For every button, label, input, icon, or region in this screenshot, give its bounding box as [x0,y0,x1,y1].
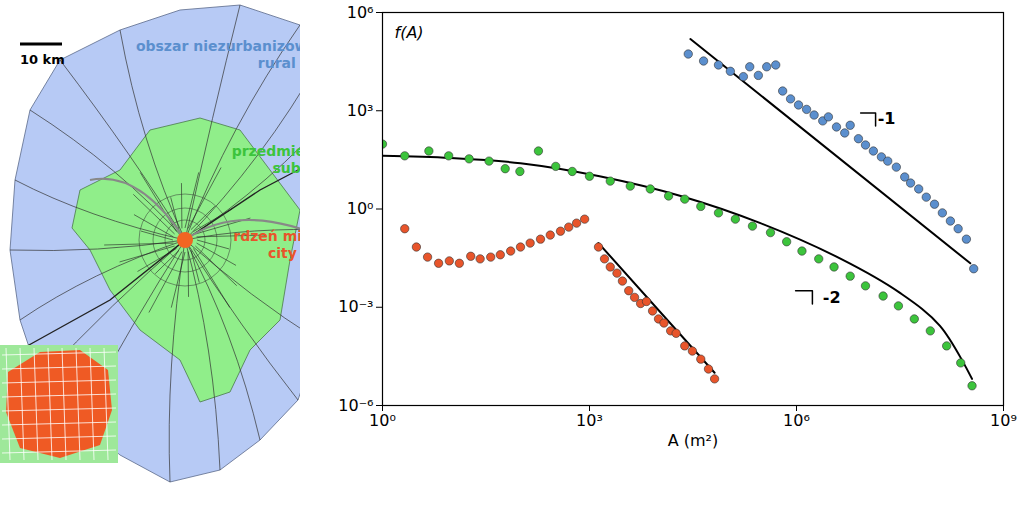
svg-text:10⁰: 10⁰ [347,199,374,218]
svg-text:f(A): f(A) [395,23,424,42]
html-text:suburbs: suburbs [272,160,336,176]
svg-text:10³: 10³ [576,411,603,430]
svg-text:10³: 10³ [347,101,374,120]
svg-text:10⁰: 10⁰ [369,411,396,430]
html-text:przedmieścia: przedmieścia [231,143,336,159]
svg-text:10⁶: 10⁶ [783,411,810,430]
svg-text:A (m²): A (m²) [668,431,719,450]
svg-text:-2: -2 [823,288,841,307]
html-text:rdzeń miasta: rdzeń miasta [233,228,336,244]
svg-text:10⁻³: 10⁻³ [338,297,373,316]
svg-text:10⁻⁶: 10⁻⁶ [338,395,374,415]
svg-text:10 km: 10 km [20,52,65,67]
svg-text:10⁹: 10⁹ [990,411,1017,430]
html-text:obszar niezurbanizowany: obszar niezurbanizowany [135,38,336,54]
html-text:city core: city core [267,245,336,261]
html-text:rural area: rural area [257,55,336,71]
svg-text:-1: -1 [878,109,896,128]
svg-text:10⁶: 10⁶ [347,3,374,22]
